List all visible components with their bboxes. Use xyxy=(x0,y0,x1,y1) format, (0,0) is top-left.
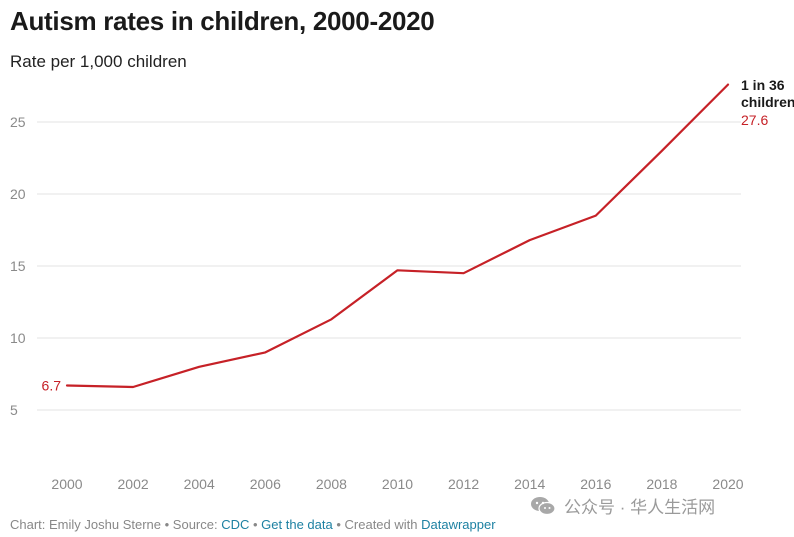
x-tick-label-2018: 2018 xyxy=(646,476,677,492)
watermark-text: 公众号 · 华人生活网 xyxy=(564,498,716,517)
footer-separator: • xyxy=(332,517,345,532)
x-tick-label-2000: 2000 xyxy=(51,476,82,492)
x-tick-labels: 2000 2002 2004 2006 2008 2010 2012 2014 2016 2018… xyxy=(51,476,743,492)
datawrapper-link[interactable]: Datawrapper xyxy=(421,517,496,532)
grid-lines xyxy=(37,121,741,411)
y-tick-label-20: 20 xyxy=(10,186,26,202)
end-label-line2: children xyxy=(741,94,794,110)
wechat-icon xyxy=(531,496,556,515)
series-line-0 xyxy=(65,83,730,389)
source-link[interactable]: CDC xyxy=(221,517,250,532)
x-tick-label-2004: 2004 xyxy=(184,476,215,492)
end-value-label: 27.6 xyxy=(741,112,768,128)
chart-title: Autism rates in children, 2000-2020 xyxy=(10,6,435,36)
y-tick-labels: 5 10 15 20 25 xyxy=(10,114,26,418)
source-label: Source: xyxy=(172,517,222,532)
x-tick-label-2016: 2016 xyxy=(580,476,611,492)
get-data-link[interactable]: Get the data xyxy=(261,517,333,532)
x-tick-label-2010: 2010 xyxy=(382,476,413,492)
footer-separator: • xyxy=(249,517,262,532)
chart-credit: Chart: Emily Joshu Sterne xyxy=(10,517,162,532)
chart-subtitle: Rate per 1,000 children xyxy=(10,52,187,71)
watermark: 公众号 · 华人生活网 xyxy=(530,493,715,518)
y-tick-label-15: 15 xyxy=(10,258,26,274)
chart-footer: Chart: Emily Joshu Sterne • Source: CDC … xyxy=(10,517,496,532)
x-tick-label-2008: 2008 xyxy=(316,476,347,492)
created-with-label: Created with xyxy=(344,517,422,532)
x-tick-label-2012: 2012 xyxy=(448,476,479,492)
x-tick-label-2002: 2002 xyxy=(118,476,149,492)
x-tick-label-2020: 2020 xyxy=(712,476,743,492)
x-tick-label-2006: 2006 xyxy=(250,476,281,492)
y-tick-label-5: 5 xyxy=(10,402,18,418)
y-tick-label-25: 25 xyxy=(10,114,26,130)
start-value-label: 6.7 xyxy=(42,378,62,394)
end-label-line1: 1 in 36 xyxy=(741,77,785,93)
x-tick-label-2014: 2014 xyxy=(514,476,545,492)
y-tick-label-10: 10 xyxy=(10,330,26,346)
footer-separator: • xyxy=(161,517,173,532)
series-group xyxy=(65,83,730,389)
